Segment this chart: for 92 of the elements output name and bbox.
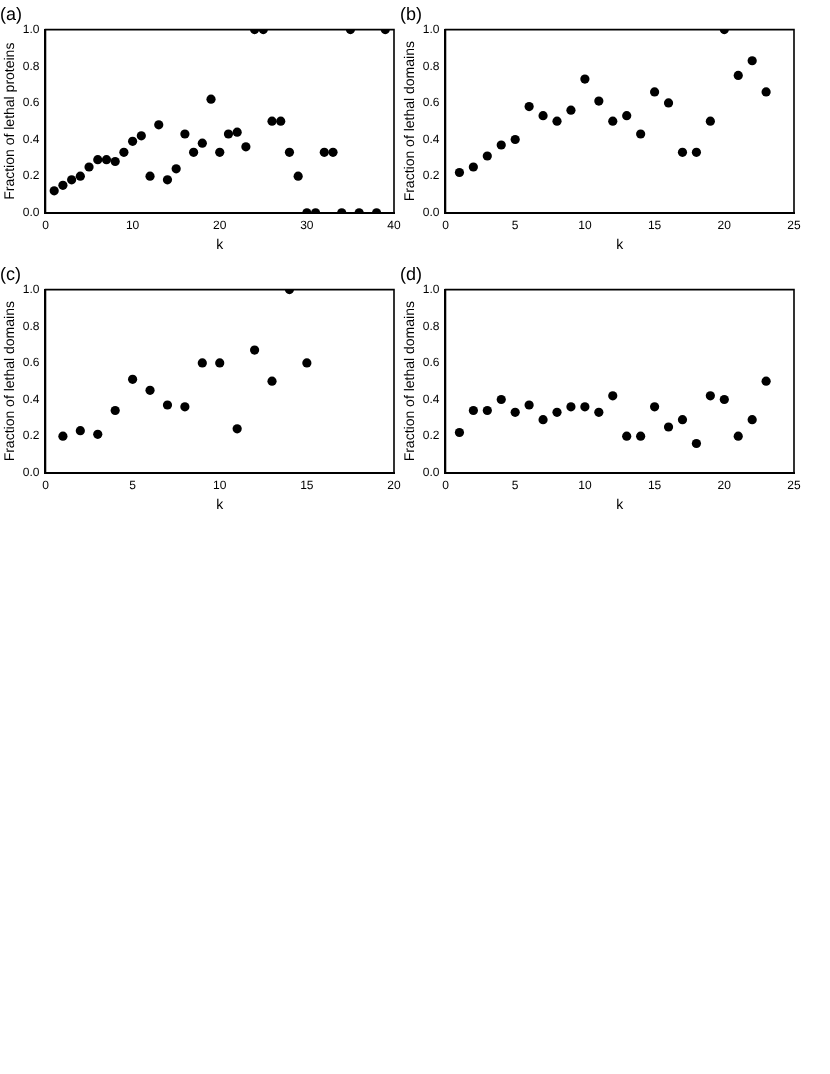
point	[302, 358, 312, 368]
point	[162, 400, 173, 410]
point	[552, 407, 562, 417]
chart-title: (c)	[0, 263, 21, 284]
point	[128, 374, 138, 384]
point	[691, 147, 702, 157]
point	[145, 171, 155, 181]
point	[622, 431, 632, 441]
point	[608, 116, 618, 126]
point	[510, 134, 520, 145]
point	[49, 186, 59, 196]
point	[594, 96, 604, 106]
point	[189, 147, 199, 157]
point	[110, 405, 120, 416]
point	[733, 70, 743, 80]
point	[636, 129, 646, 139]
point	[496, 140, 506, 150]
point	[241, 142, 251, 152]
point	[454, 167, 465, 178]
point	[180, 129, 190, 139]
point	[677, 415, 688, 425]
point	[454, 427, 465, 438]
point	[538, 415, 548, 425]
point	[747, 415, 757, 425]
chart-title: (a)	[0, 3, 22, 24]
point	[249, 345, 260, 355]
point	[538, 111, 548, 121]
point	[580, 402, 590, 412]
point	[136, 131, 146, 141]
point	[705, 391, 715, 401]
point	[93, 155, 103, 165]
point	[154, 120, 164, 130]
point	[180, 402, 190, 412]
point	[552, 116, 562, 126]
point	[162, 175, 173, 185]
point	[733, 431, 743, 441]
point	[649, 87, 660, 97]
point	[206, 94, 216, 104]
point	[101, 155, 112, 165]
point	[566, 105, 576, 115]
point	[93, 429, 103, 439]
point	[747, 56, 757, 66]
point	[482, 151, 492, 161]
point	[223, 129, 234, 139]
point	[468, 162, 478, 172]
point	[691, 438, 702, 449]
point	[171, 164, 181, 174]
point	[319, 147, 329, 157]
point	[761, 376, 771, 386]
point	[267, 116, 277, 126]
point	[761, 87, 771, 97]
point	[293, 171, 303, 181]
point	[119, 147, 129, 157]
point	[622, 111, 632, 121]
point	[197, 358, 207, 368]
point	[719, 394, 729, 405]
point	[232, 127, 242, 137]
point	[197, 138, 207, 148]
point	[496, 394, 506, 405]
point	[594, 407, 604, 417]
point	[276, 116, 286, 126]
point	[636, 431, 646, 441]
point	[663, 98, 674, 108]
point	[75, 171, 85, 181]
point	[649, 402, 660, 412]
point	[284, 147, 295, 157]
point	[580, 74, 590, 84]
point	[145, 385, 155, 395]
point	[328, 147, 338, 157]
point	[524, 101, 534, 112]
point	[58, 180, 68, 190]
point	[75, 426, 85, 436]
chart-title: (b)	[400, 3, 422, 24]
point	[67, 175, 77, 185]
point	[267, 376, 277, 386]
point	[705, 116, 715, 126]
point	[566, 402, 576, 412]
point	[524, 400, 534, 410]
point	[110, 156, 120, 167]
point	[58, 431, 68, 441]
point	[128, 136, 138, 146]
point	[232, 424, 242, 434]
point	[468, 405, 478, 416]
point	[215, 358, 225, 368]
point	[608, 391, 618, 401]
point	[510, 407, 520, 417]
point	[663, 422, 674, 432]
chart-title: (d)	[400, 263, 422, 284]
point	[677, 147, 688, 157]
point	[482, 405, 492, 416]
point	[215, 147, 225, 157]
point	[84, 162, 94, 172]
